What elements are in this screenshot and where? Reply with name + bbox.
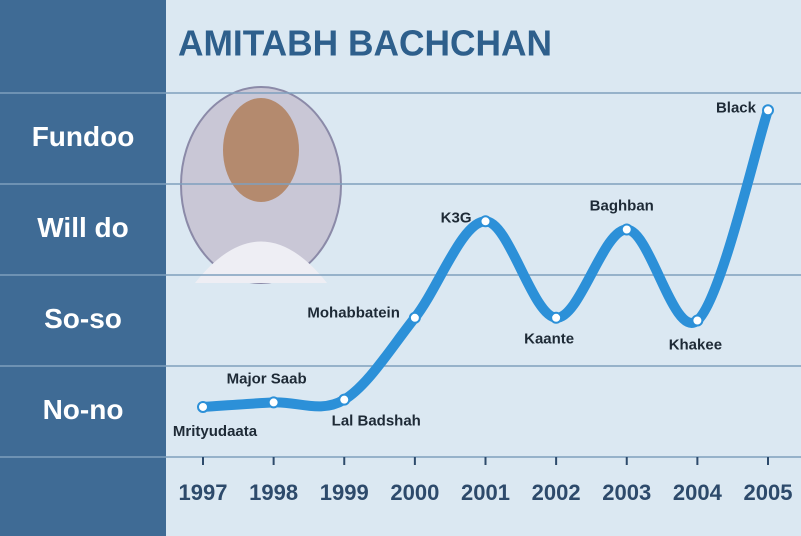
x-tick-label: 2004 xyxy=(673,480,723,505)
point xyxy=(762,104,774,117)
point xyxy=(197,400,209,413)
point-label: Major Saab xyxy=(227,370,307,387)
point xyxy=(338,393,351,406)
x-tick-label: 2005 xyxy=(744,480,793,505)
y-tick-label: Fundoo xyxy=(32,121,135,152)
x-tick-label: 2000 xyxy=(390,480,439,505)
y-tick-label: No-no xyxy=(43,394,124,425)
point xyxy=(550,311,563,324)
x-tick-label: 2002 xyxy=(532,480,581,505)
point xyxy=(479,215,492,228)
grid: No-no So-so Will do Fundoo 1997 1998 1999 2000 2… xyxy=(0,92,801,505)
point-label: Mrityudaata xyxy=(173,423,258,440)
y-tick-label: Will do xyxy=(37,212,129,243)
x-tick-label: 1997 xyxy=(179,480,228,505)
x-tick-label: 2001 xyxy=(461,480,510,505)
point-label: K3G xyxy=(441,209,472,226)
x-tick-label: 1999 xyxy=(320,480,369,505)
point-label: Khakee xyxy=(669,336,722,353)
plot: Mrityudaata Major Saab Lal Badshah Mohabbat… xyxy=(173,99,774,440)
point xyxy=(691,314,704,327)
point xyxy=(267,396,280,409)
point-label: Black xyxy=(716,99,757,116)
left-panel xyxy=(0,0,166,536)
chart-title: AMITABH BACHCHAN xyxy=(178,23,552,64)
point-label: Mohabbatein xyxy=(307,305,400,322)
photo-shirt xyxy=(195,241,327,283)
point-label: Lal Badshah xyxy=(332,413,421,430)
point xyxy=(620,223,633,236)
x-tick-label: 2003 xyxy=(602,480,651,505)
point xyxy=(408,311,421,324)
y-tick-label: So-so xyxy=(44,303,122,334)
photo-face xyxy=(223,98,299,202)
point-label: Kaante xyxy=(524,331,574,348)
point-label: Baghban xyxy=(590,197,654,214)
x-tick-label: 1998 xyxy=(249,480,298,505)
